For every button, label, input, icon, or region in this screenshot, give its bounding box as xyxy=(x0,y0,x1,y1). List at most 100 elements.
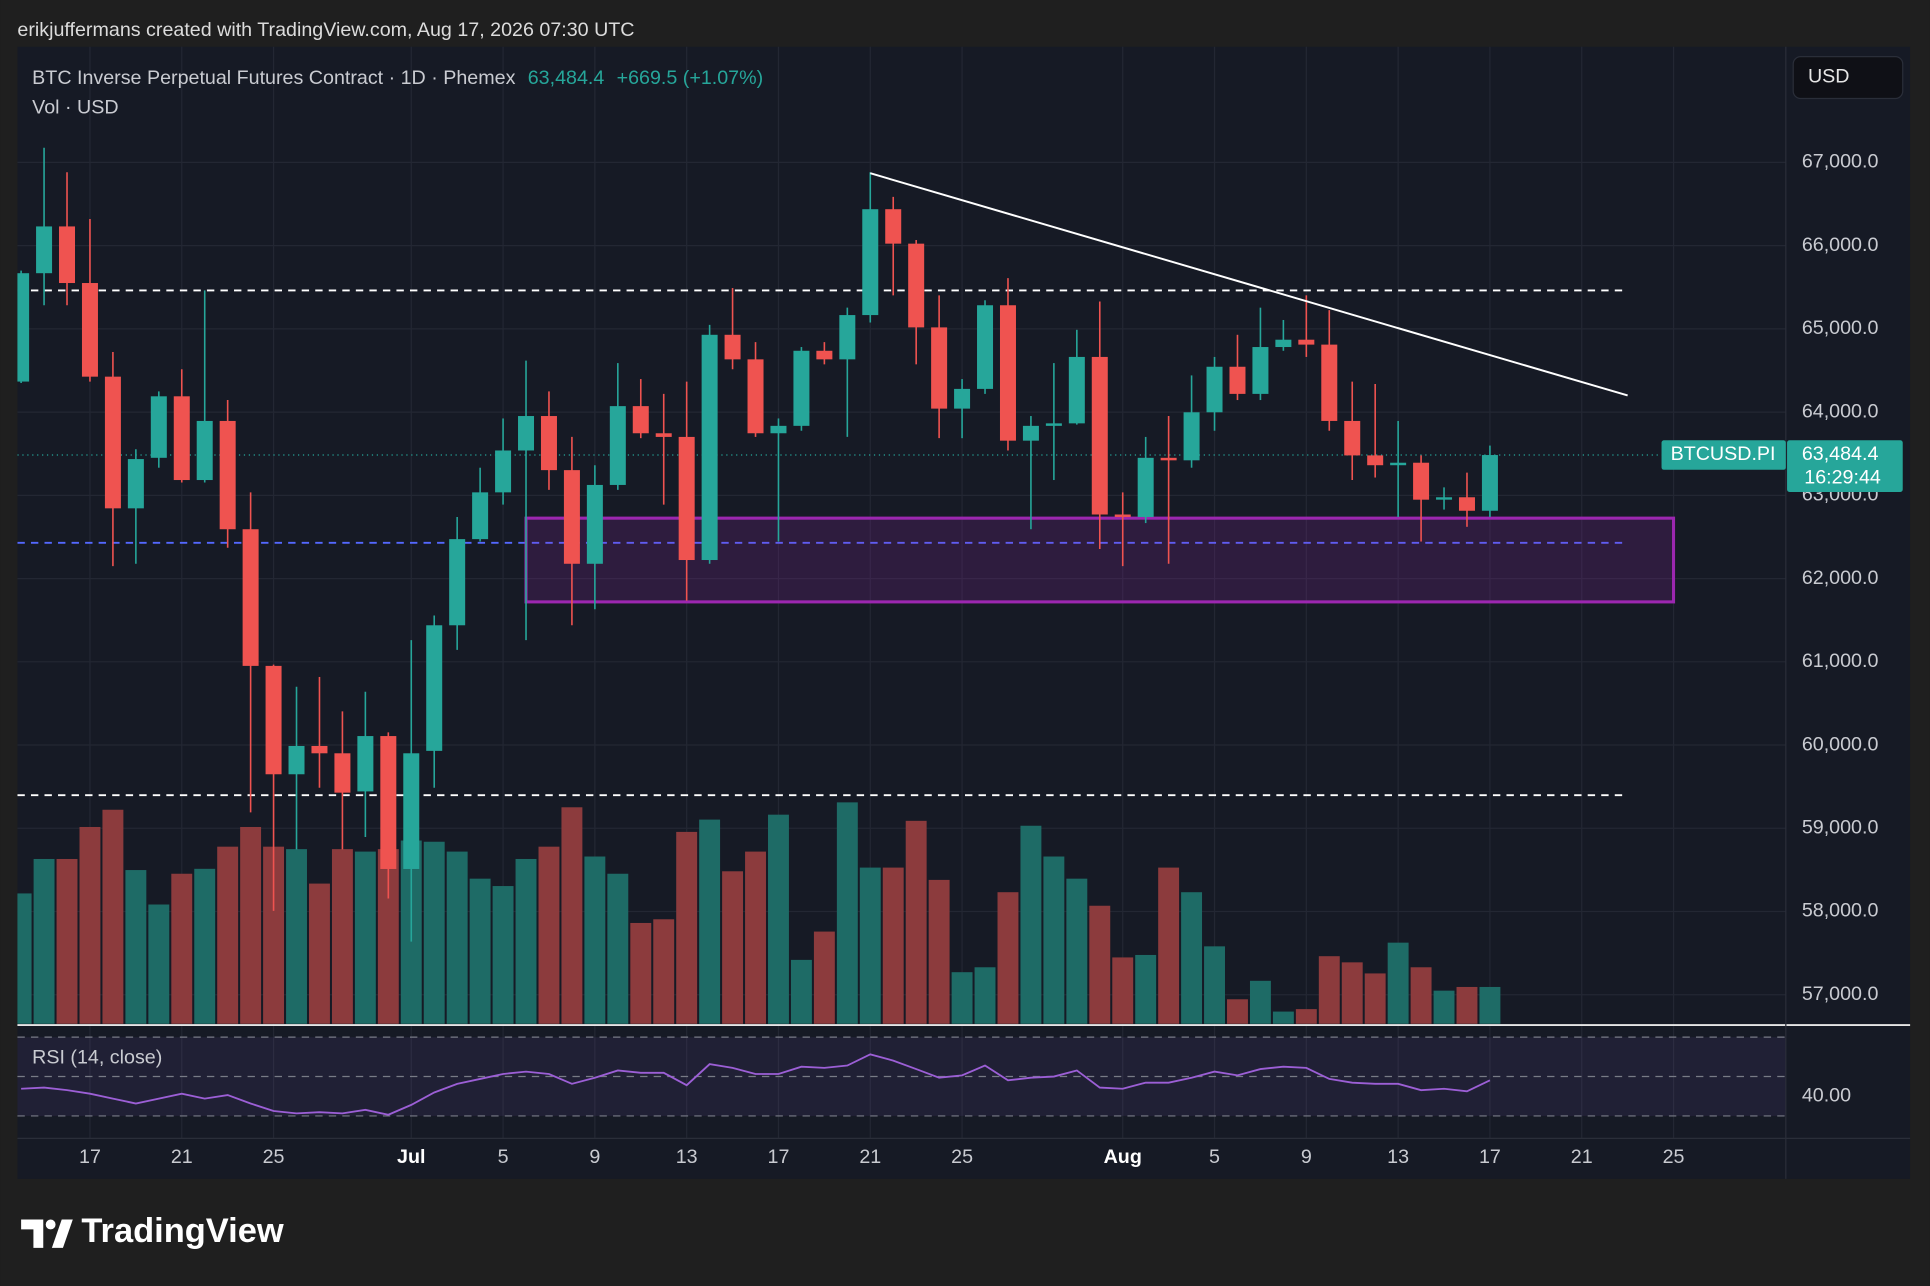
x-tick-label: 25 xyxy=(951,1146,973,1168)
candle-body xyxy=(1344,420,1361,456)
volume-bar xyxy=(905,820,927,1024)
candle-body xyxy=(449,539,466,626)
volume-bar xyxy=(607,873,629,1024)
axes: 17 21 25 Jul 5 9 13 17 21 25 Aug 5 9 13 17 21 25 57,000.0… xyxy=(79,151,1903,1168)
volume-bar xyxy=(286,849,307,1024)
volume-bar xyxy=(1158,867,1180,1024)
price-pane xyxy=(17,147,1786,1024)
candle-body xyxy=(931,327,948,409)
candle-body xyxy=(1114,514,1131,517)
y-tick-label: 64,000.0 xyxy=(1802,400,1879,422)
rsi-title: RSI (14, close) xyxy=(32,1047,162,1069)
y-tick-label: 59,000.0 xyxy=(1802,816,1879,838)
candle-body xyxy=(1022,425,1039,441)
y-tick-label: 66,000.0 xyxy=(1802,234,1879,256)
rsi-tick-label: 40.00 xyxy=(1802,1084,1851,1106)
volume-bar xyxy=(1318,956,1340,1024)
candle-body xyxy=(1390,462,1407,466)
volume-bar xyxy=(1066,878,1088,1024)
candle-body xyxy=(81,283,98,377)
volume-bar xyxy=(997,892,1019,1024)
x-tick-label: 25 xyxy=(1663,1146,1685,1168)
candle-body xyxy=(1436,497,1453,500)
candle-body xyxy=(1068,356,1085,424)
candle-body xyxy=(1206,366,1223,413)
candle-body xyxy=(173,396,190,481)
candle-body xyxy=(1183,412,1200,461)
volume-bar xyxy=(630,922,652,1024)
volume-bar xyxy=(446,851,468,1024)
candle-body xyxy=(816,350,833,360)
volume-bar xyxy=(1249,980,1271,1024)
last-price: 63,484.4 xyxy=(528,67,605,89)
x-tick-label: 21 xyxy=(171,1146,193,1168)
candle-body xyxy=(127,459,144,509)
candle-body xyxy=(678,436,695,561)
volume-bar xyxy=(1410,967,1432,1024)
y-tick-label: 62,000.0 xyxy=(1802,567,1879,589)
logo-part xyxy=(45,1219,56,1230)
candle-body xyxy=(357,736,374,792)
volume-bar xyxy=(1341,962,1363,1024)
countdown-label: 16:29:44 xyxy=(1804,467,1881,489)
volume-bar xyxy=(102,809,124,1024)
candle-body xyxy=(747,359,764,434)
price-change: +669.5 (+1.07%) xyxy=(617,67,764,89)
volume-bar xyxy=(423,841,445,1024)
x-tick-label: 9 xyxy=(1301,1146,1312,1168)
volume-bar xyxy=(813,931,835,1024)
x-tick-label: 13 xyxy=(1387,1146,1409,1168)
candle-body xyxy=(380,736,397,869)
volume-bar xyxy=(584,856,606,1024)
y-tick-label: 61,000.0 xyxy=(1802,650,1879,672)
volume-bar xyxy=(745,851,766,1024)
candle-body xyxy=(999,305,1016,441)
volume-bar xyxy=(171,873,193,1024)
volume-bar xyxy=(1089,905,1111,1024)
candle-body xyxy=(1137,457,1154,517)
legend-title: BTC Inverse Perpetual Futures Contract ·… xyxy=(32,67,763,89)
volume-bar xyxy=(676,831,698,1024)
y-tick-label: 67,000.0 xyxy=(1802,151,1879,173)
candle-body xyxy=(908,243,925,328)
y-tick-label: 60,000.0 xyxy=(1802,733,1879,755)
candle-body xyxy=(1252,347,1269,394)
candle-body xyxy=(59,226,76,284)
volume-title: Vol · USD xyxy=(32,96,118,118)
candle-body xyxy=(1229,366,1246,394)
volume-bar xyxy=(1479,986,1501,1024)
volume-bar xyxy=(492,886,514,1024)
x-tick-label: Jul xyxy=(397,1146,425,1168)
volume-bar xyxy=(1456,986,1478,1024)
candle-body xyxy=(196,420,213,481)
volume-bar xyxy=(1227,999,1248,1024)
volume-bar xyxy=(653,919,675,1024)
candle-body xyxy=(1321,344,1338,421)
candle-body xyxy=(954,388,971,409)
candle-body xyxy=(724,334,741,360)
x-tick-label: 21 xyxy=(1571,1146,1593,1168)
currency-label[interactable]: USD xyxy=(1808,66,1850,88)
price-label-box xyxy=(1787,440,1903,492)
candle-body xyxy=(334,753,351,793)
currency-button[interactable] xyxy=(1792,55,1904,100)
rsi-line xyxy=(21,1053,1491,1116)
volume-bar xyxy=(790,959,812,1024)
y-tick-label: 65,000.0 xyxy=(1802,317,1879,339)
candle-body xyxy=(586,484,603,564)
volume-bar xyxy=(240,826,262,1024)
volume-bar xyxy=(17,893,32,1024)
volume-bar xyxy=(263,846,285,1024)
candle-body xyxy=(1458,497,1475,511)
volume-bar xyxy=(951,972,973,1024)
candle-body xyxy=(426,625,443,751)
symbol-title: BTC Inverse Perpetual Futures Contract ·… xyxy=(32,67,515,89)
candle-body xyxy=(977,305,994,389)
candle-body xyxy=(1160,457,1177,461)
candle-body xyxy=(495,450,512,493)
volume-bar xyxy=(1135,954,1157,1024)
y-tick-label: 57,000.0 xyxy=(1802,983,1879,1005)
x-tick-label: Aug xyxy=(1104,1146,1142,1168)
logo-part xyxy=(21,1219,44,1248)
